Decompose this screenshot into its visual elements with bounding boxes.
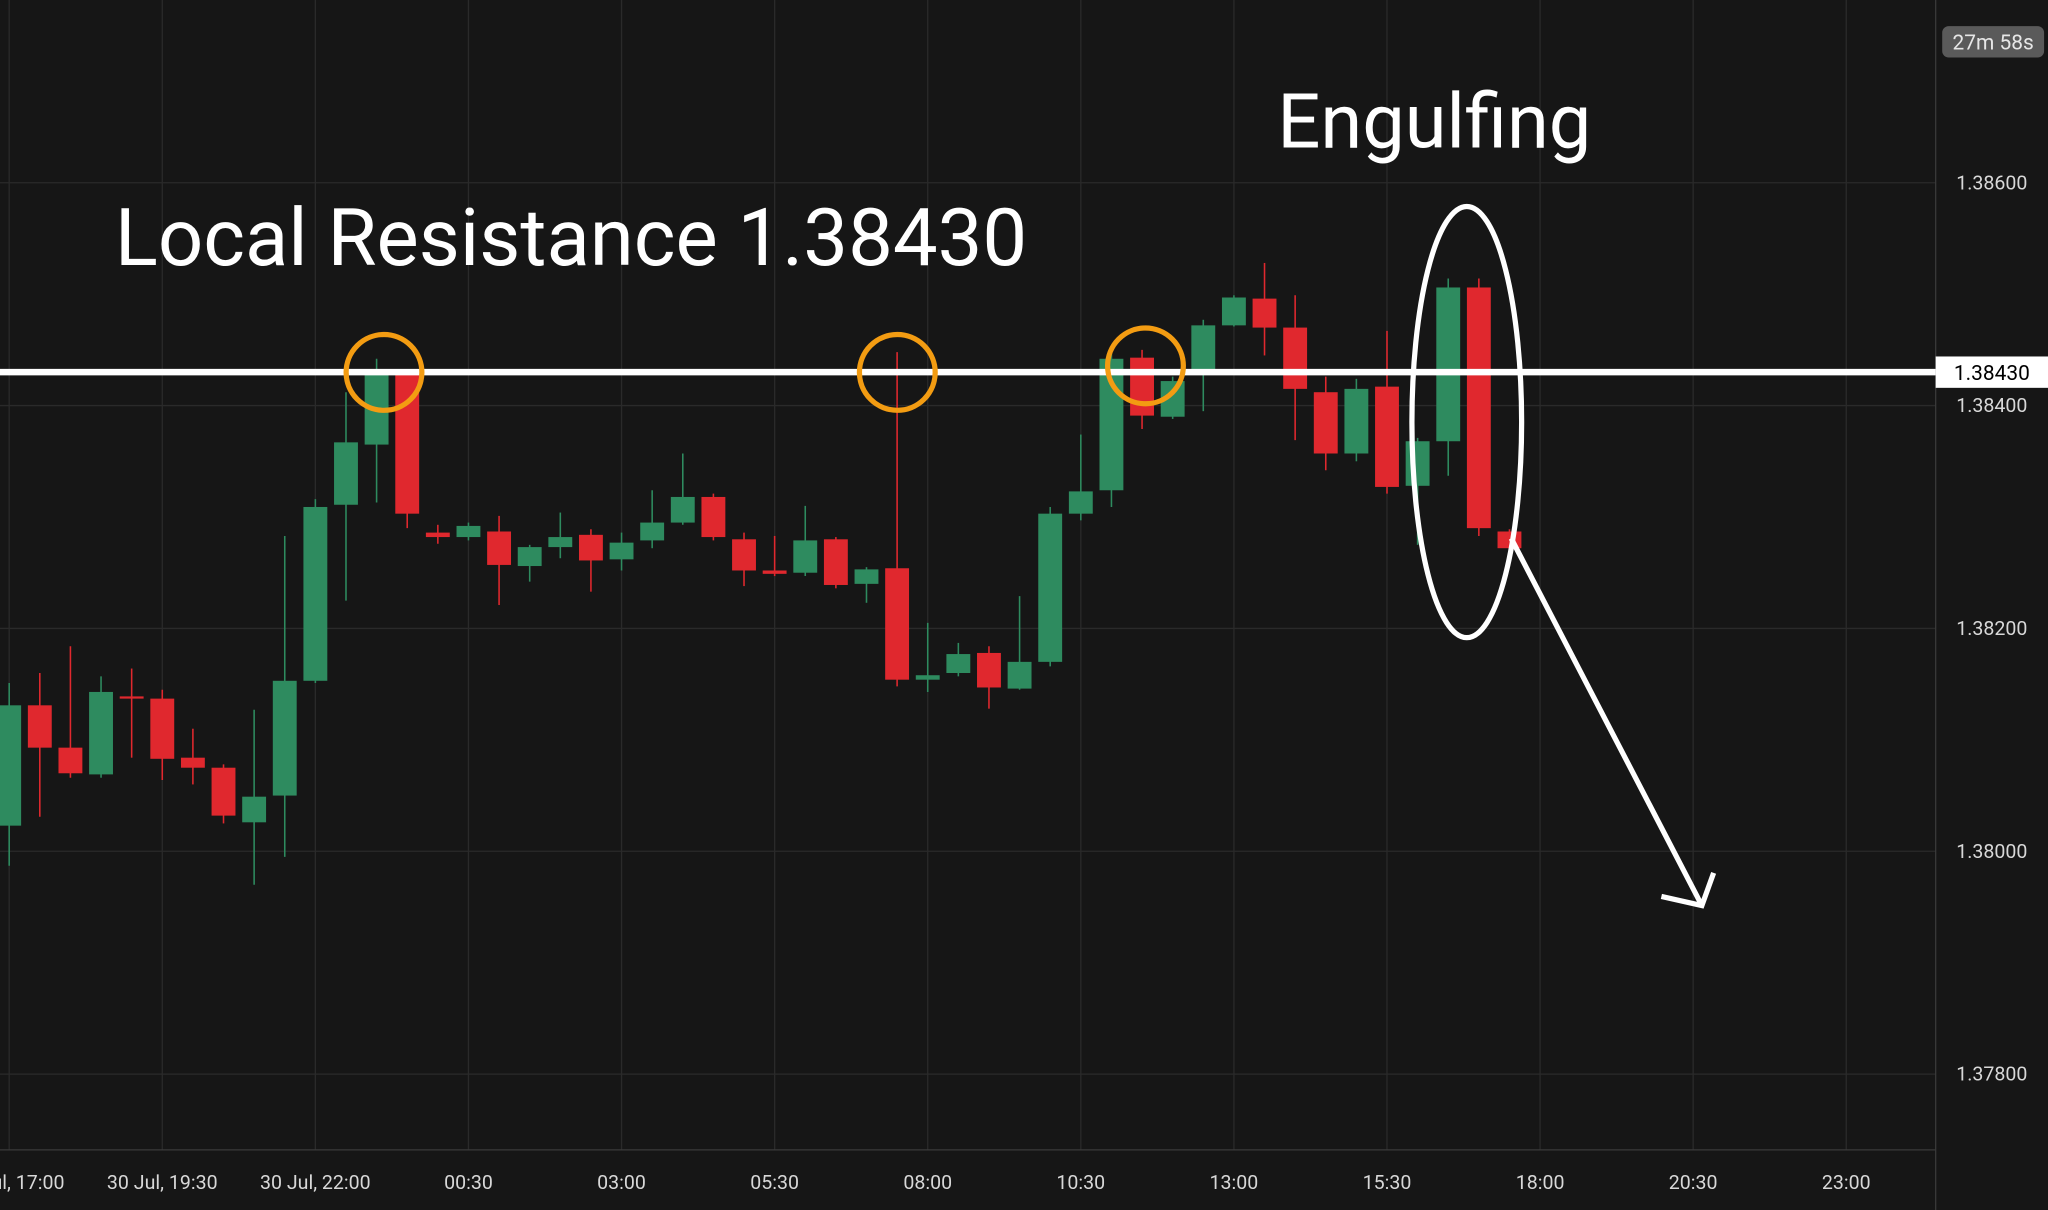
candle-body bbox=[89, 691, 113, 775]
resistance-label: 1.38430 bbox=[1954, 362, 2030, 386]
candle-body bbox=[1344, 388, 1369, 454]
candle-body bbox=[334, 442, 358, 505]
y-tick-label: 1.38400 bbox=[1956, 394, 2027, 417]
x-tick-label: 05:30 bbox=[750, 1171, 799, 1194]
candle-body bbox=[150, 698, 175, 759]
candle-body bbox=[823, 539, 848, 585]
candle-body bbox=[1313, 392, 1338, 454]
candle-body bbox=[395, 374, 420, 514]
axes: 30 Jul, 17:00 30 Jul, 19:30 30 Jul, 22:00 0… bbox=[0, 171, 2027, 1194]
annotation: Engulfing bbox=[1277, 79, 1591, 167]
candle-body bbox=[1130, 357, 1154, 416]
candle-body bbox=[1068, 491, 1093, 514]
x-tick-label: 10:30 bbox=[1056, 1171, 1105, 1194]
x-tick-label: 30 Jul, 17:00 bbox=[0, 1171, 65, 1194]
candle-body bbox=[854, 569, 879, 584]
candle-body bbox=[793, 540, 818, 573]
candle-body bbox=[609, 542, 634, 560]
candle-body bbox=[1007, 661, 1032, 689]
x-tick-label: 13:00 bbox=[1210, 1171, 1259, 1194]
x-tick-label: 30 Jul, 22:00 bbox=[260, 1171, 371, 1194]
countdown-box bbox=[1942, 26, 2045, 58]
highlight-ellipse bbox=[1409, 203, 1525, 641]
candle-body bbox=[272, 680, 297, 796]
candles bbox=[0, 262, 1522, 885]
candle-body bbox=[1038, 513, 1063, 662]
candle-body bbox=[578, 534, 603, 561]
candle-body bbox=[885, 568, 910, 680]
x-tick-label: 08:00 bbox=[903, 1171, 952, 1194]
candle-body bbox=[487, 531, 512, 565]
candle-body bbox=[211, 767, 236, 816]
candle-body bbox=[425, 532, 450, 538]
annotation: Local Resistance 1.38430 bbox=[115, 192, 1027, 285]
y-tick-label: 1.38200 bbox=[1956, 617, 2027, 640]
x-tick-label: 15:30 bbox=[1363, 1171, 1412, 1194]
candle-body bbox=[0, 705, 22, 826]
candle-body bbox=[915, 675, 940, 680]
x-tick-label: 23:00 bbox=[1822, 1171, 1871, 1194]
candle-body bbox=[517, 547, 542, 567]
candle-body bbox=[701, 496, 726, 538]
candle-body bbox=[1221, 297, 1246, 326]
y-tick-label: 1.37800 bbox=[1956, 1063, 2027, 1086]
candle-body bbox=[1191, 325, 1216, 370]
candle-body bbox=[456, 525, 481, 538]
x-tick-label: 30 Jul, 19:30 bbox=[107, 1171, 218, 1194]
candle-body bbox=[303, 506, 328, 681]
x-tick-label: 00:30 bbox=[444, 1171, 493, 1194]
candle-body bbox=[180, 757, 205, 768]
candle-body bbox=[1405, 441, 1430, 486]
x-tick-label: 20:30 bbox=[1669, 1171, 1718, 1194]
candle-body bbox=[1283, 327, 1308, 389]
candle-body bbox=[640, 522, 665, 541]
highlight-circle bbox=[1104, 325, 1186, 407]
y-tick-label: 1.38600 bbox=[1956, 171, 2027, 194]
arrow bbox=[1508, 537, 1717, 909]
candle-body bbox=[58, 747, 83, 774]
candle-body bbox=[1375, 386, 1399, 487]
candle-body bbox=[1160, 381, 1185, 417]
candle-body bbox=[946, 654, 971, 673]
candle-body bbox=[977, 652, 1001, 688]
candle-body bbox=[670, 496, 695, 523]
candle-body bbox=[1252, 298, 1277, 328]
candle-body bbox=[732, 539, 756, 571]
y-tick-label: 1.38000 bbox=[1956, 840, 2027, 863]
candle-body bbox=[242, 796, 267, 823]
candle-body bbox=[27, 705, 52, 748]
x-tick-label: 18:00 bbox=[1516, 1171, 1565, 1194]
highlight-circle bbox=[343, 331, 425, 413]
candle-body bbox=[119, 696, 144, 699]
highlight-circle bbox=[856, 331, 938, 413]
candle-body bbox=[762, 570, 787, 574]
x-tick-label: 03:00 bbox=[597, 1171, 646, 1194]
candle-body bbox=[548, 537, 573, 548]
resistance-label-box bbox=[1935, 356, 2048, 388]
countdown: 27m 58s bbox=[1953, 32, 2034, 56]
candle-body bbox=[1436, 287, 1461, 442]
candle-body bbox=[1466, 287, 1491, 529]
